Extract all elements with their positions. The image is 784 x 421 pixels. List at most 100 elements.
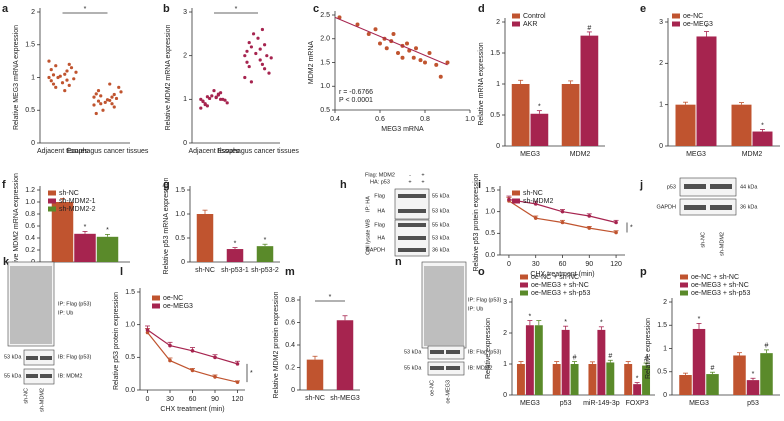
legend-swatch <box>512 198 520 204</box>
legend-label: sh-MDM2-2 <box>59 206 96 213</box>
y-tick-label: 1.5 <box>175 187 185 194</box>
blot-band <box>398 223 426 227</box>
point <box>355 22 360 27</box>
bar <box>226 249 244 262</box>
point <box>96 99 101 103</box>
legend-label: oe-NC <box>163 295 183 302</box>
legend-swatch <box>512 13 520 19</box>
point <box>117 85 121 89</box>
point <box>201 99 205 103</box>
blot-label: HA <box>377 208 385 214</box>
blot-label: sh-NC <box>700 232 706 248</box>
bar <box>746 380 760 395</box>
point <box>213 355 217 360</box>
point <box>245 60 249 64</box>
y-tick-label: 1.5 <box>485 187 495 194</box>
y-tick-label: 2 <box>31 9 35 16</box>
y-tick-label: 0.0 <box>125 387 135 394</box>
blot-label: IP: Ub <box>58 310 73 316</box>
y-tick-label: 0.8 <box>285 297 295 304</box>
blot-label: 55 kDa <box>404 365 422 371</box>
legend-swatch <box>48 190 56 196</box>
point <box>396 51 400 55</box>
y-tick-label: 1.5 <box>657 322 667 329</box>
significance: * <box>264 237 267 244</box>
y-tick-label: 2.5 <box>320 12 330 19</box>
point <box>203 102 207 107</box>
legend-swatch <box>680 282 688 288</box>
legend-label: sh-MDM2 <box>523 198 553 205</box>
blot-label: sh-MDM2 <box>719 232 725 256</box>
bar <box>675 104 696 146</box>
x-tick-label: Esophagus cancer tissues <box>67 148 149 155</box>
blot-frame <box>679 177 737 197</box>
point <box>427 51 432 55</box>
bar <box>597 329 606 395</box>
x-tick-label: 60 <box>189 396 197 403</box>
point <box>65 78 69 82</box>
point <box>384 46 389 51</box>
blot-label: 36 kDa <box>432 247 450 253</box>
legend-label: oe-MEG3 <box>683 21 713 28</box>
y-tick-label: 1.0 <box>175 211 185 218</box>
y-tick-label: 1.5 <box>125 289 135 296</box>
bracket-label: * <box>235 6 238 13</box>
legend-label: oe-MEG3 + sh-NC <box>691 282 749 289</box>
blot-band <box>446 350 460 354</box>
x-tick-label: 0 <box>146 396 150 403</box>
blot-label: oe-NC <box>429 380 435 396</box>
significance: * <box>636 375 639 382</box>
y-tick-label: 1.5 <box>490 50 500 57</box>
bar <box>96 236 119 262</box>
legend-swatch <box>520 290 528 296</box>
blot-label: - <box>409 172 411 178</box>
bar <box>679 375 692 395</box>
y-tick-label: 0.8 <box>25 211 35 218</box>
significance: * <box>698 316 701 323</box>
point <box>99 102 103 106</box>
bar <box>256 246 274 262</box>
bar <box>588 364 597 395</box>
x-tick-label: 30 <box>532 261 540 268</box>
y-tick-label: 1.2 <box>25 187 35 194</box>
y-tick-label: 1 <box>659 102 663 109</box>
point <box>223 98 227 102</box>
point <box>54 85 58 89</box>
blot-label: IB: MDM2 <box>58 373 82 379</box>
bar <box>561 84 580 146</box>
legend-label: oe-NC + sh-NC <box>531 274 579 281</box>
point <box>252 32 256 36</box>
point <box>258 58 262 62</box>
x-axis-label: MEG3 mRNA <box>381 126 424 133</box>
point <box>247 40 251 45</box>
point <box>101 108 105 112</box>
blot-label: GAPDH <box>365 247 385 253</box>
y-tick-label: 1 <box>183 96 187 103</box>
point <box>49 79 53 83</box>
legend-swatch <box>512 21 520 27</box>
x-tick-label: MEG3 <box>520 151 540 158</box>
blot-label: GAPDH <box>656 204 676 210</box>
point <box>260 62 264 66</box>
x-axis-label: CHX treatment (min) <box>530 271 594 278</box>
x-tick-label: sh-p53-2 <box>251 267 279 274</box>
point <box>210 94 214 98</box>
point <box>145 328 150 332</box>
point <box>249 45 253 49</box>
y-axis-label: Relative MEG3 mRNA expression <box>13 25 20 130</box>
bar <box>51 202 74 262</box>
y-tick-label: 2 <box>659 60 663 67</box>
point <box>96 89 101 93</box>
point <box>47 59 51 63</box>
point <box>216 92 220 96</box>
x-tick-label: 120 <box>232 396 244 403</box>
x-tick-label: 0.8 <box>420 116 430 123</box>
point <box>213 375 217 379</box>
bar <box>624 364 633 395</box>
legend-swatch <box>520 282 528 288</box>
point <box>263 67 267 71</box>
panel-label: o <box>478 266 485 278</box>
y-tick-label: 1 <box>503 361 507 368</box>
bar <box>731 104 752 146</box>
